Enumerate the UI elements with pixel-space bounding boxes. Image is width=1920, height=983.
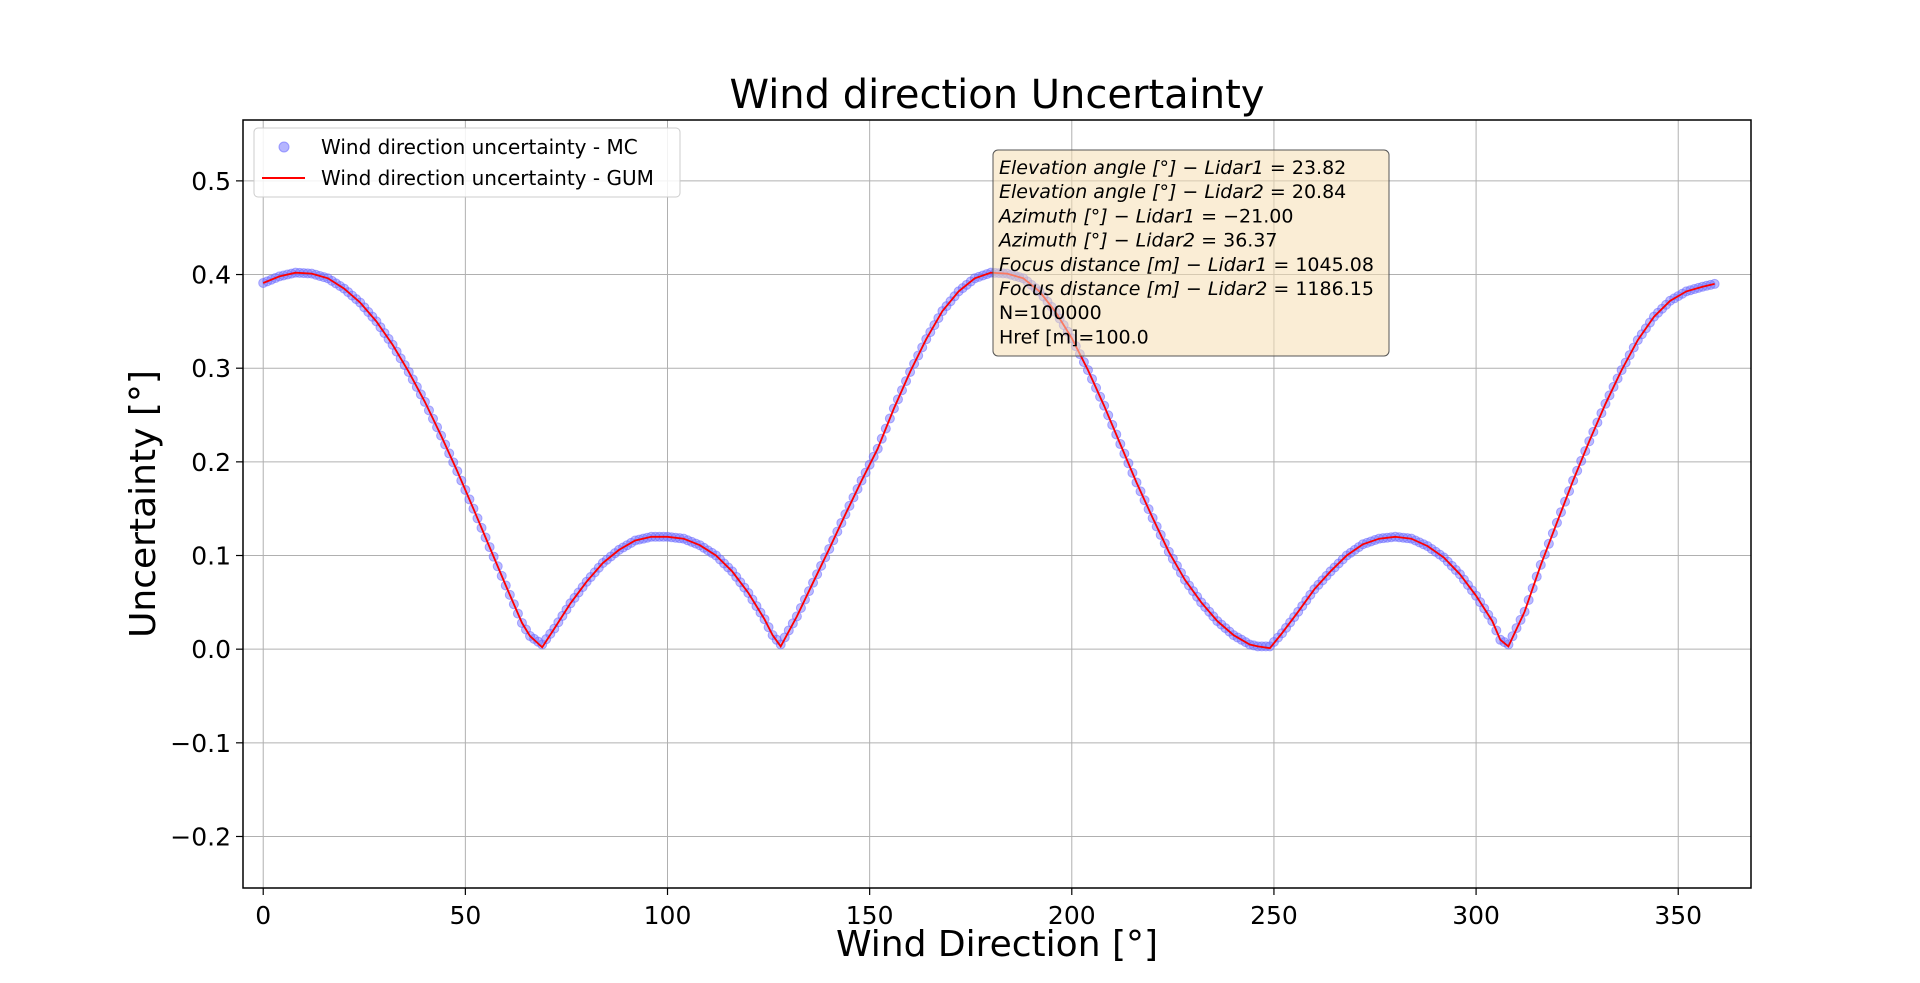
y-tick-label: 0.5 — [191, 167, 231, 196]
axis-ticks: 0 50 100 150 200 250 300 350 −0.2 −0.1 0.0 0.1 0.2 0.… — [170, 167, 1702, 930]
mc-series — [258, 267, 1720, 652]
y-tick-label: 0.0 — [191, 635, 231, 664]
info-line: Focus distance [m] − Lidar1 = 1045.08 — [999, 254, 1374, 276]
legend-gum-label: Wind direction uncertainty - GUM — [321, 166, 654, 190]
x-tick-label: 0 — [255, 901, 271, 930]
legend-mc-label: Wind direction uncertainty - MC — [321, 135, 638, 159]
legend-mc-marker — [278, 141, 290, 153]
y-tick-label: 0.1 — [191, 542, 231, 571]
plot-frame — [242, 119, 1752, 889]
gum-line — [262, 271, 1715, 650]
x-tick-label: 100 — [644, 901, 692, 930]
info-box-background — [992, 149, 1390, 357]
chart-title: Wind direction Uncertainty — [730, 72, 1265, 118]
y-axis-label: Uncertainty [°] — [123, 370, 164, 638]
y-tick-label: −0.2 — [170, 822, 231, 851]
info-line: Azimuth [°] − Lidar2 = 36.37 — [997, 230, 1278, 252]
x-axis-label: Wind Direction [°] — [836, 924, 1158, 965]
y-tick-label: −0.1 — [170, 729, 231, 758]
x-tick-label: 300 — [1452, 901, 1500, 930]
info-line: N=100000 — [999, 302, 1102, 324]
info-line: Azimuth [°] − Lidar1 = −21.00 — [997, 205, 1293, 227]
y-tick-label: 0.4 — [191, 261, 231, 290]
info-line: Href [m]=100.0 — [999, 326, 1149, 348]
mc-point — [1709, 278, 1720, 289]
x-tick-label: 150 — [846, 901, 894, 930]
x-tick-label: 200 — [1048, 901, 1096, 930]
x-tick-label: 350 — [1654, 901, 1702, 930]
x-tick-label: 50 — [449, 901, 481, 930]
y-tick-label: 0.3 — [191, 354, 231, 383]
info-line: Elevation angle [°] − Lidar2 = 20.84 — [999, 181, 1346, 203]
info-line: Focus distance [m] − Lidar2 = 1186.15 — [999, 278, 1374, 300]
legend-box — [253, 127, 681, 198]
y-tick-label: 0.2 — [191, 448, 231, 477]
parameter-info-box: Elevation angle [°] − Lidar1 = 23.82Elev… — [992, 149, 1390, 357]
plot-series — [258, 267, 1720, 652]
x-tick-label: 250 — [1250, 901, 1298, 930]
legend: Wind direction uncertainty - MC Wind dir… — [253, 127, 681, 198]
info-line: Elevation angle [°] − Lidar1 = 23.82 — [999, 157, 1346, 179]
